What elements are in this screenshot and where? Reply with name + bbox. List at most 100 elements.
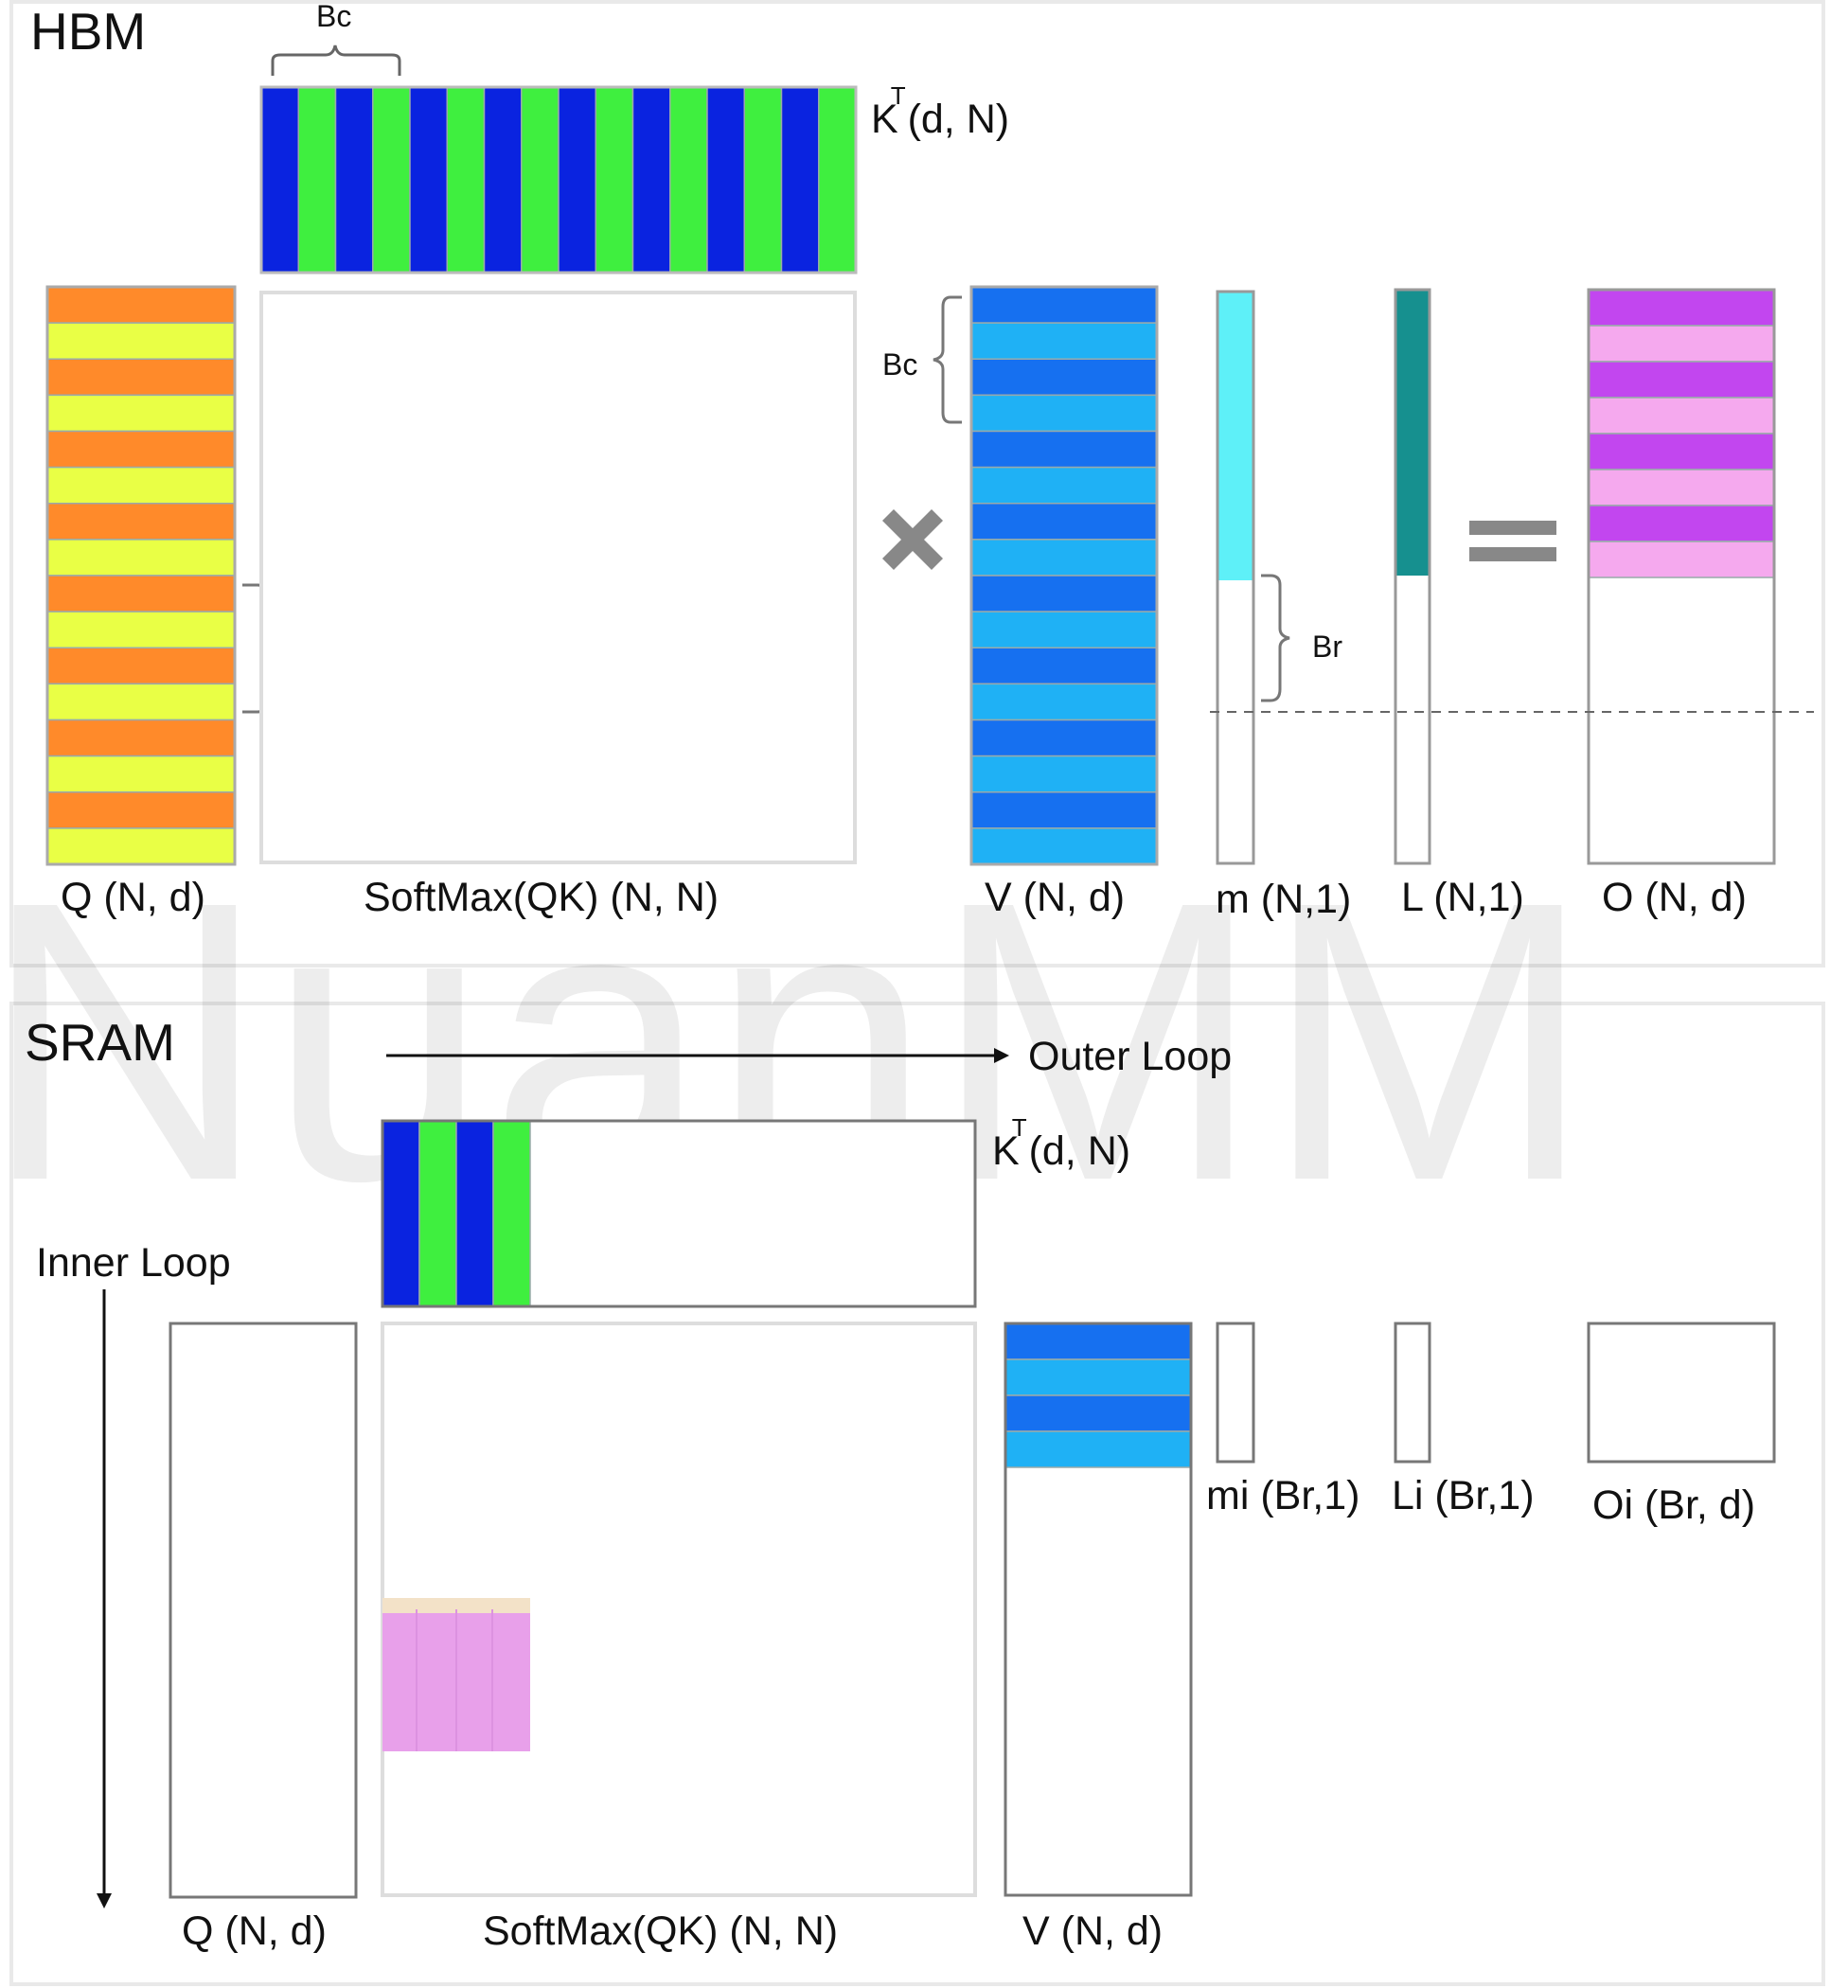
softmax-matrix-sram <box>381 1322 977 1897</box>
v-row-stripe <box>970 647 1158 685</box>
o-row-stripe <box>1588 361 1775 399</box>
li-label: Li (Br,1) <box>1392 1473 1535 1518</box>
v-row-stripe <box>970 322 1158 360</box>
o-row-stripe <box>1588 433 1775 470</box>
kt-sram-column-stripe <box>455 1120 494 1307</box>
inner-loop-arrow <box>97 1289 112 1908</box>
v-row-stripe <box>970 358 1158 397</box>
kt-label-sram: KT(d, N) <box>992 1113 1130 1174</box>
softmax-matrix-hbm <box>259 291 857 864</box>
o-row-stripe <box>1588 397 1775 435</box>
mi-label: mi (Br,1) <box>1206 1473 1359 1518</box>
v-label-hbm: V (N, d) <box>985 875 1125 920</box>
v-row-stripe <box>970 754 1158 793</box>
q-row-stripe <box>46 719 236 757</box>
inner-loop-label: Inner Loop <box>36 1240 231 1286</box>
oi-label: Oi (Br, d) <box>1592 1482 1755 1528</box>
softmax-tile-sram <box>382 1598 530 1751</box>
l-label: L (N,1) <box>1401 875 1524 920</box>
kt-column-stripe <box>483 86 523 274</box>
q-row-stripe <box>46 575 236 612</box>
q-matrix-sram <box>169 1322 358 1899</box>
kt-column-stripe <box>595 86 634 274</box>
kt-column-stripe <box>260 86 299 274</box>
q-label-sram: Q (N, d) <box>182 1908 327 1954</box>
q-row-stripe <box>46 611 236 648</box>
v-row-stripe <box>970 611 1158 648</box>
o-row-stripe <box>1588 505 1775 542</box>
l-vector <box>1394 288 1431 865</box>
bc-brace-top <box>271 44 401 76</box>
o-label: O (N, d) <box>1602 875 1747 920</box>
kt-sram-column-stripe <box>382 1120 420 1307</box>
kt-column-stripe <box>818 86 857 274</box>
v-row-stripe <box>970 394 1158 433</box>
bc-label-top: Bc <box>316 0 351 33</box>
bc-label-side: Bc <box>882 347 917 382</box>
v-matrix-sram <box>1004 1322 1193 1897</box>
kt-column-stripe <box>297 86 337 274</box>
kt-sram-column-stripe <box>492 1120 531 1307</box>
q-row-stripe <box>46 827 236 865</box>
kt-matrix-hbm <box>259 85 858 275</box>
o-row-stripe <box>1588 289 1775 327</box>
v-row-stripe <box>970 827 1158 865</box>
kt-column-stripe <box>743 86 783 274</box>
q-matrix-hbm <box>45 285 237 866</box>
bc-brace-side <box>933 295 962 424</box>
q-row-stripe <box>46 322 236 360</box>
kt-column-stripe <box>780 86 820 274</box>
q-row-stripe <box>46 683 236 721</box>
kt-sram-column-stripe <box>418 1120 457 1307</box>
q-row-stripe <box>46 539 236 577</box>
q-row-stripe <box>46 286 236 324</box>
kt-column-stripe <box>669 86 708 274</box>
q-row-stripe <box>46 430 236 469</box>
equals-icon <box>1469 521 1556 561</box>
v-sram-row-stripe <box>1004 1430 1192 1468</box>
li-vector <box>1394 1322 1431 1464</box>
br-label-m: Br <box>1312 630 1342 664</box>
v-row-stripe <box>970 683 1158 721</box>
v-row-stripe <box>970 466 1158 505</box>
oi-matrix <box>1587 1322 1776 1464</box>
kt-matrix-sram <box>381 1119 977 1308</box>
o-row-stripe <box>1588 469 1775 506</box>
q-row-stripe <box>46 503 236 541</box>
mi-vector <box>1216 1322 1255 1464</box>
br-brace-m <box>1261 574 1290 702</box>
kt-column-stripe <box>334 86 374 274</box>
v-matrix-hbm <box>969 285 1159 866</box>
m-label: m (N,1) <box>1216 877 1351 922</box>
q-row-stripe <box>46 358 236 397</box>
v-row-stripe <box>970 575 1158 612</box>
o-matrix <box>1587 288 1776 865</box>
v-sram-row-stripe <box>1004 1394 1192 1432</box>
kt-column-stripe <box>706 86 745 274</box>
q-row-stripe <box>46 466 236 505</box>
kt-column-stripe <box>558 86 596 274</box>
kt-column-stripe <box>446 86 486 274</box>
o-row-stripe <box>1588 325 1775 363</box>
multiply-icon <box>881 508 944 571</box>
kt-column-stripe <box>631 86 671 274</box>
o-row-stripe <box>1588 541 1775 578</box>
kt-column-stripe <box>372 86 411 274</box>
q-row-stripe <box>46 394 236 433</box>
v-row-stripe <box>970 503 1158 541</box>
v-row-stripe <box>970 719 1158 757</box>
v-sram-row-stripe <box>1004 1322 1192 1360</box>
kt-column-stripe <box>409 86 448 274</box>
q-row-stripe <box>46 791 236 829</box>
q-row-stripe <box>46 647 236 685</box>
v-row-stripe <box>970 539 1158 577</box>
v-row-stripe <box>970 430 1158 469</box>
q-row-stripe <box>46 754 236 793</box>
outer-loop-arrow <box>386 1048 1009 1063</box>
v-label-sram: V (N, d) <box>1022 1908 1163 1954</box>
softmax-label-hbm: SoftMax(QK) (N, N) <box>364 875 719 920</box>
outer-loop-label: Outer Loop <box>1028 1034 1232 1079</box>
kt-label-hbm: KT(d, N) <box>871 81 1009 142</box>
v-sram-row-stripe <box>1004 1358 1192 1396</box>
